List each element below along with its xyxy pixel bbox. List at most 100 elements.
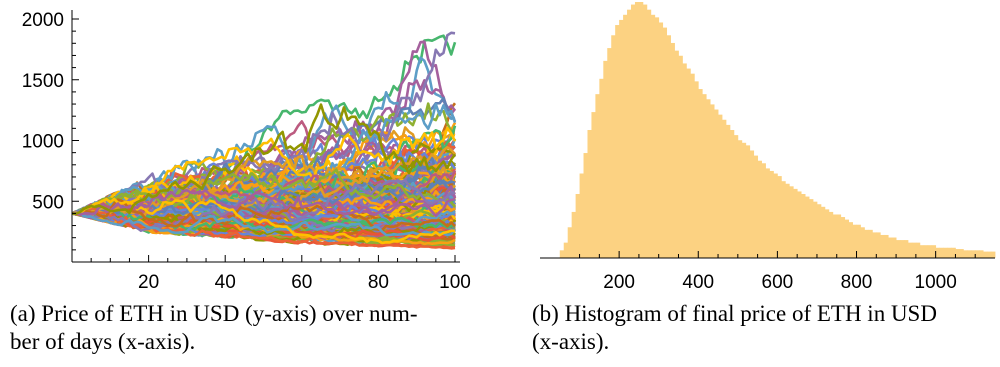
histogram-bar xyxy=(686,68,691,258)
histogram-bar xyxy=(631,4,636,259)
caption-b: (b) Histogram of final price of ETH in U… xyxy=(532,301,937,354)
histogram-bar xyxy=(571,211,577,258)
histogram-bar xyxy=(991,251,996,258)
histogram-bar xyxy=(722,119,727,258)
histogram-bar xyxy=(797,191,802,258)
histogram-bar xyxy=(563,242,569,258)
histogram-bar xyxy=(753,155,759,258)
histogram-bar xyxy=(979,250,984,258)
histogram-bar xyxy=(836,214,842,258)
histogram-bar xyxy=(595,94,600,258)
x-tick-label: 80 xyxy=(368,272,389,290)
histogram-bar xyxy=(587,130,592,258)
histogram-bar xyxy=(710,104,715,259)
histogram-bar xyxy=(896,240,901,258)
histogram-bar xyxy=(816,204,822,258)
histogram-bar xyxy=(947,247,952,258)
histogram-bar xyxy=(892,237,897,258)
caption-a: (a) Price of ETH in USD (y-axis) over nu… xyxy=(10,301,418,354)
x-tick-label: 600 xyxy=(762,272,794,290)
histogram-bar xyxy=(725,124,731,258)
histogram-bar xyxy=(714,109,719,259)
x-tick-label: 20 xyxy=(138,272,159,290)
histogram-bar xyxy=(852,224,857,258)
histogram-bar xyxy=(832,214,838,258)
histogram-bar xyxy=(880,234,885,258)
histogram-bar xyxy=(935,247,941,258)
histogram-bar xyxy=(567,227,573,258)
histogram-bar xyxy=(642,4,648,259)
histogram-bar xyxy=(627,9,632,259)
histogram-bar xyxy=(654,17,660,258)
histogram-bar xyxy=(706,99,711,258)
x-tick-label: 40 xyxy=(215,272,236,290)
histogram-bar xyxy=(951,247,956,258)
histogram-bar xyxy=(615,25,620,258)
histogram-bar xyxy=(900,240,905,258)
price-path-line xyxy=(71,103,457,216)
histogram-bar xyxy=(662,27,668,258)
histogram-bar xyxy=(872,232,877,258)
price-path-line xyxy=(71,198,456,232)
histogram-bar xyxy=(658,22,664,259)
price-path-line xyxy=(71,206,456,250)
histogram-bar xyxy=(579,173,584,258)
histogram-bar xyxy=(987,251,992,258)
histogram-final-price: 200 400 600 800 1000 xyxy=(540,2,996,290)
histogram-bar xyxy=(864,229,869,258)
price-path-line xyxy=(71,178,456,232)
histogram-bar xyxy=(975,250,980,258)
histogram-bar xyxy=(678,55,683,259)
histogram-bar xyxy=(670,42,675,259)
histogram-bar xyxy=(623,14,628,258)
histogram-bar xyxy=(781,181,786,258)
x-tick-label: 200 xyxy=(603,272,635,290)
histogram-bar xyxy=(789,186,794,258)
histogram-bar xyxy=(840,217,846,258)
histogram-bar xyxy=(828,211,834,258)
histogram-bar xyxy=(702,94,707,258)
histogram-bar xyxy=(844,219,850,258)
x-tick-label: 400 xyxy=(682,272,714,290)
histogram-bar xyxy=(611,35,616,258)
x-tick-label: 100 xyxy=(439,272,471,290)
histogram-bar xyxy=(650,14,656,258)
y-tick-label: 1000 xyxy=(22,132,64,153)
histogram-bar xyxy=(634,2,640,258)
histogram-bar xyxy=(904,240,909,258)
histogram-bar xyxy=(876,232,881,258)
histogram-bar xyxy=(761,163,766,258)
histogram-bar xyxy=(983,251,988,258)
chart-b-tick-labels: 200 400 600 800 1000 xyxy=(603,272,957,290)
histogram-bar xyxy=(931,245,937,258)
price-path-line xyxy=(71,56,456,215)
histogram-bar xyxy=(943,247,948,258)
histogram-bar xyxy=(963,250,968,258)
histogram-bar xyxy=(646,9,652,259)
histogram-bar xyxy=(820,206,826,258)
y-tick-label: 2000 xyxy=(22,10,64,31)
price-path-line xyxy=(71,210,456,237)
price-path-line xyxy=(71,188,456,218)
histogram-bar xyxy=(915,242,921,258)
histogram-bar xyxy=(741,142,747,258)
histogram-bar xyxy=(805,196,810,258)
histogram-bar xyxy=(599,78,604,258)
histogram-bar xyxy=(813,201,818,258)
histogram-bar xyxy=(824,209,830,258)
histogram-bar xyxy=(733,135,739,258)
histogram-bar xyxy=(773,173,778,258)
histogram-bar xyxy=(967,250,972,258)
histogram-bar xyxy=(884,234,889,258)
histogram-bar xyxy=(718,114,723,258)
histogram-bar xyxy=(682,63,687,258)
histogram-bar xyxy=(745,145,751,258)
price-path-line xyxy=(71,31,456,216)
histogram-bar xyxy=(729,130,735,258)
histogram-bar xyxy=(959,249,964,258)
histogram-bar xyxy=(777,176,782,258)
price-path-line xyxy=(71,168,456,215)
histogram-bar xyxy=(591,112,596,258)
histogram-bar xyxy=(923,245,929,258)
price-path-series-group xyxy=(71,31,457,250)
